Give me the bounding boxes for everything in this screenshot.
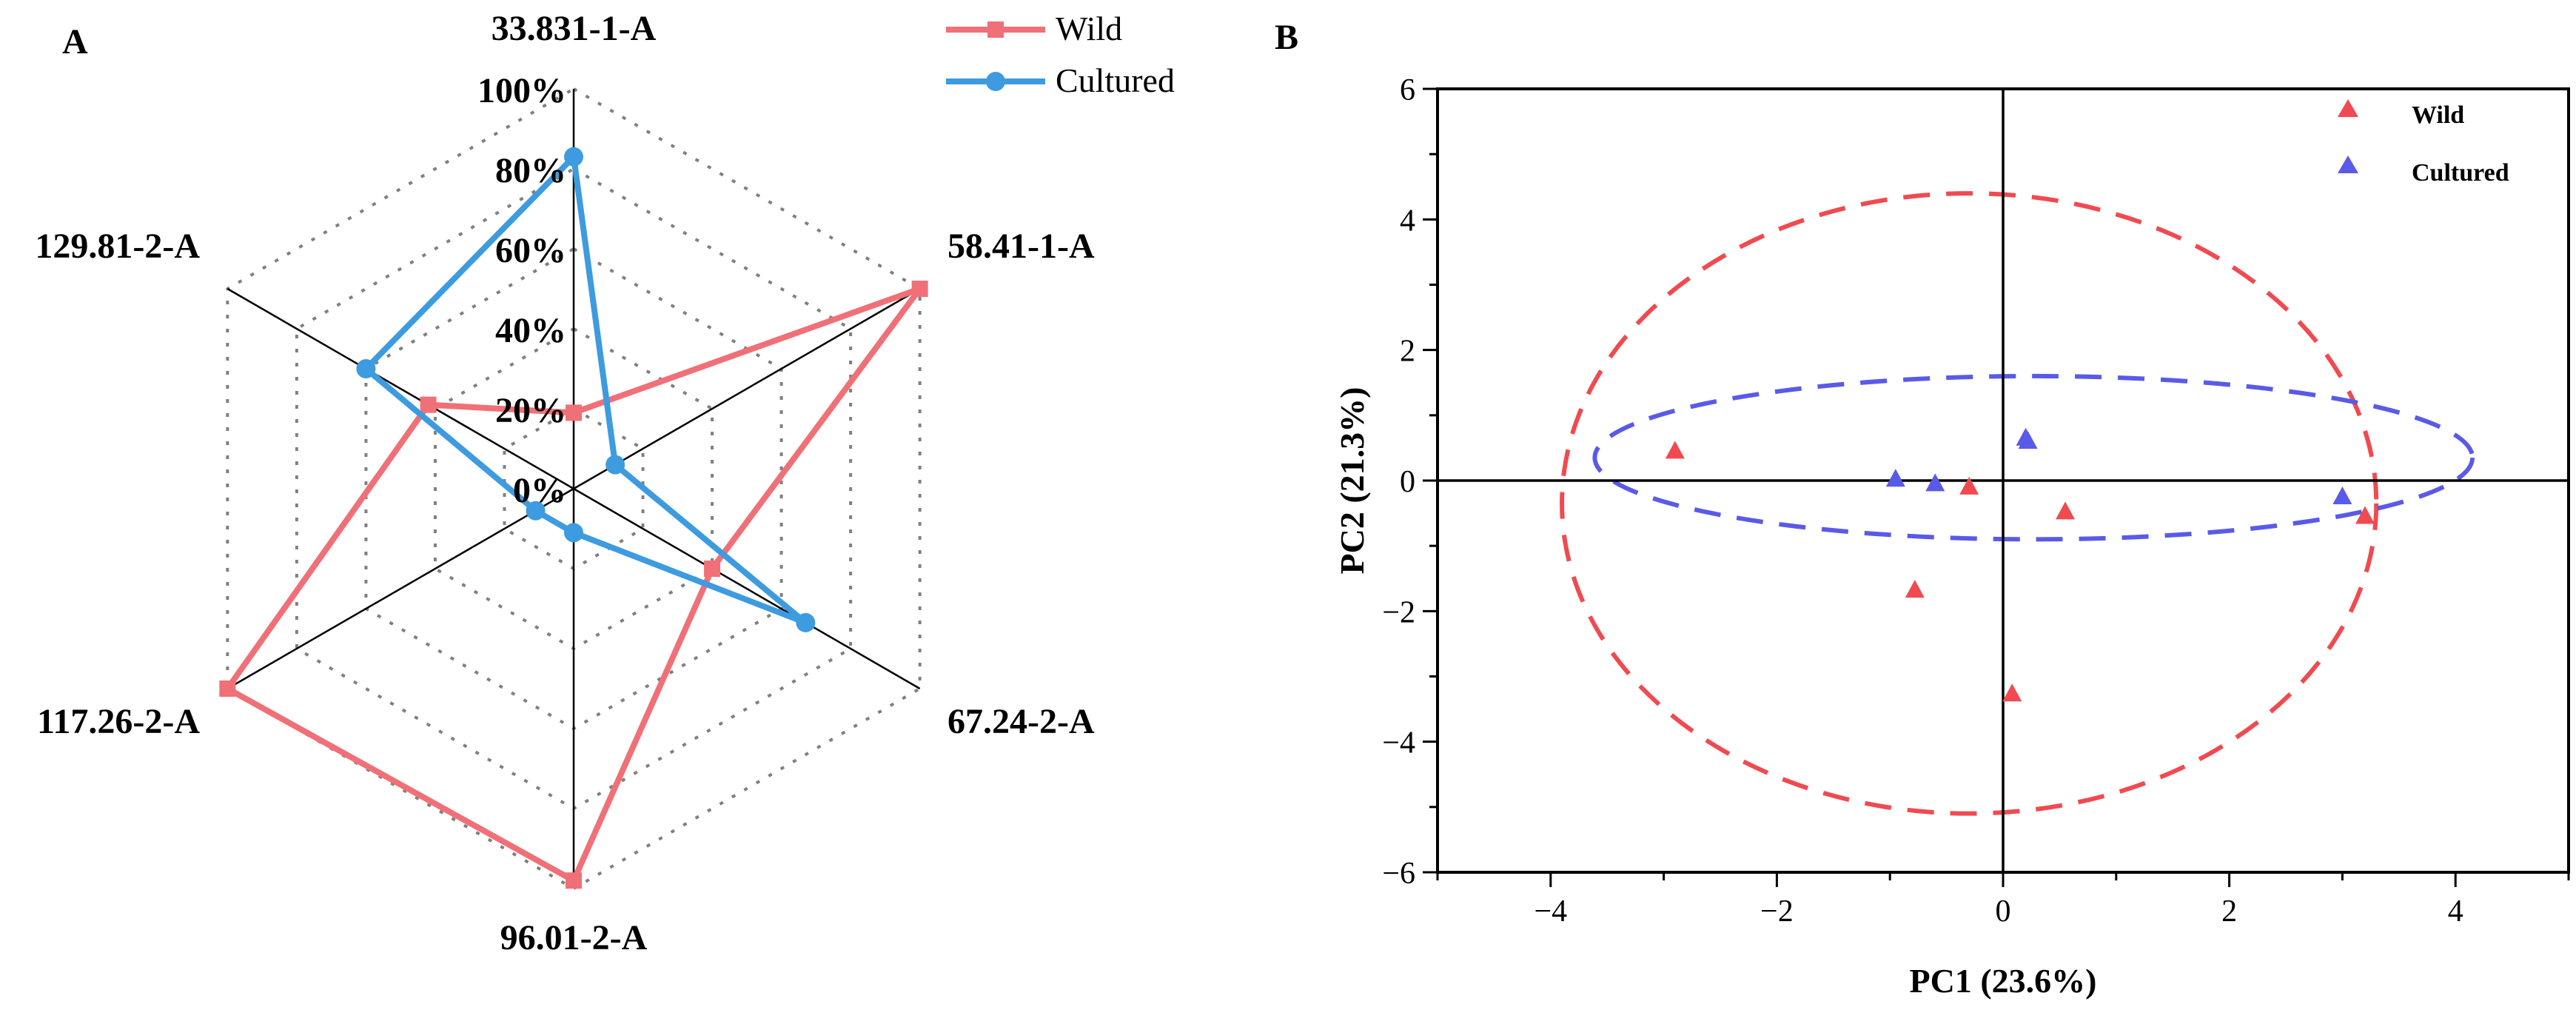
x-tick-label: 2 (2221, 894, 2237, 929)
radar-axis-line (227, 287, 574, 490)
point-cultured (1925, 473, 1945, 492)
radar-axis-line (573, 287, 921, 490)
radar-ticks: 0% 20% 40% 60% 80% 100% (477, 71, 566, 510)
legend-wild-marker (987, 21, 1004, 38)
y-axis-label: PC2 (21.3%) (1333, 387, 1371, 575)
scatter-points (1665, 427, 2375, 702)
scatter-legend: Wild Cultured (2338, 99, 2509, 187)
x-tick-label: −4 (1534, 894, 1567, 929)
legend-wild-triangle (2338, 99, 2358, 117)
y-tick-label: 2 (1400, 335, 1415, 369)
ellipse-wild (1560, 191, 2379, 816)
x-tick-label: 0 (1996, 894, 2011, 929)
point-wild (2056, 501, 2076, 520)
radar-series-line-cultured (363, 153, 809, 626)
x-tick-label: −2 (1760, 894, 1794, 929)
radar-point-wild (420, 396, 437, 413)
y-tick-label: 6 (1400, 73, 1415, 107)
x-axis-label: PC1 (23.6%) (1910, 962, 2097, 1000)
point-cultured (1885, 469, 1905, 487)
ellipse-cultured (1592, 373, 2475, 542)
point-wild (1959, 476, 1979, 495)
y-tick-label: −4 (1382, 726, 1415, 760)
confidence-ellipses (1560, 191, 2475, 816)
radar-point-cultured (606, 455, 625, 475)
point-cultured (2018, 431, 2038, 449)
radar-tick-label: 40% (495, 311, 566, 350)
radar-point-wild (911, 281, 928, 297)
legend-cultured-marker (986, 72, 1005, 91)
radar-axis-line (573, 487, 921, 690)
axis-ticks: −4 −2 0 2 4 −6 −4 −2 0 2 4 6 (1382, 73, 2570, 929)
panel-label-b: B (1275, 18, 1298, 57)
y-tick-label: 4 (1400, 204, 1415, 238)
y-tick-label: −2 (1382, 595, 1415, 629)
y-tick-label: −6 (1382, 857, 1415, 891)
zero-lines (1438, 89, 2569, 872)
radar-axis-label: 96.01-2-A (500, 918, 648, 957)
legend-wild-text: Wild (2412, 101, 2464, 129)
radar-tick-label: 20% (495, 391, 566, 430)
radar-tick-label: 60% (495, 231, 566, 270)
radar-tick-label: 0% (513, 471, 566, 510)
radar-point-wild (219, 680, 236, 697)
point-wild (2355, 506, 2375, 524)
legend-cultured-text: Cultured (2412, 159, 2509, 187)
radar-axis-label: 58.41-1-A (947, 227, 1095, 266)
radar-point-cultured (356, 359, 376, 378)
radar-point-cultured (796, 612, 816, 632)
radar-tick-label: 100% (477, 71, 566, 110)
legend-cultured-triangle (2338, 155, 2358, 173)
radar-axis-label: 117.26-2-A (37, 702, 200, 741)
legend-wild-label: Wild (1056, 10, 1122, 47)
y-tick-label: 0 (1400, 465, 1415, 499)
radar-axes (227, 89, 921, 889)
radar-axis-label: 33.831-1-A (492, 9, 657, 48)
point-wild (1665, 441, 1685, 459)
radar-axis-label: 67.24-2-A (947, 702, 1095, 741)
radar-axis-line (227, 487, 574, 690)
panel-label-a: A (62, 22, 88, 61)
point-wild (2002, 683, 2022, 702)
radar-legend: Wild Cultured (946, 10, 1175, 99)
radar-point-cultured (526, 501, 546, 521)
pca-scatter-chart: B −4 −2 0 2 4 −6 −4 −2 0 2 4 6 PC1 (23.6%) PC2 (21.… (1275, 18, 2570, 1000)
radar-chart: A 0% 20% 40% 60% 80% 100% 33.831-1-A 58.41-1-A… (35, 9, 1175, 957)
radar-axis-labels: 33.831-1-A 58.41-1-A 67.24-2-A 96.01-2-A 117… (35, 9, 1095, 957)
radar-axis-label: 129.81-2-A (35, 227, 200, 266)
radar-point-cultured (564, 523, 583, 543)
radar-tick-label: 80% (495, 151, 566, 190)
legend-cultured-label: Cultured (1056, 61, 1175, 99)
radar-point-wild (566, 872, 582, 889)
radar-series (219, 147, 928, 889)
point-wild (1905, 580, 1925, 598)
x-tick-label: 4 (2448, 894, 2463, 929)
radar-point-wild (566, 404, 582, 421)
point-cultured (2332, 486, 2352, 505)
radar-point-cultured (564, 147, 583, 167)
radar-point-wild (704, 561, 721, 577)
